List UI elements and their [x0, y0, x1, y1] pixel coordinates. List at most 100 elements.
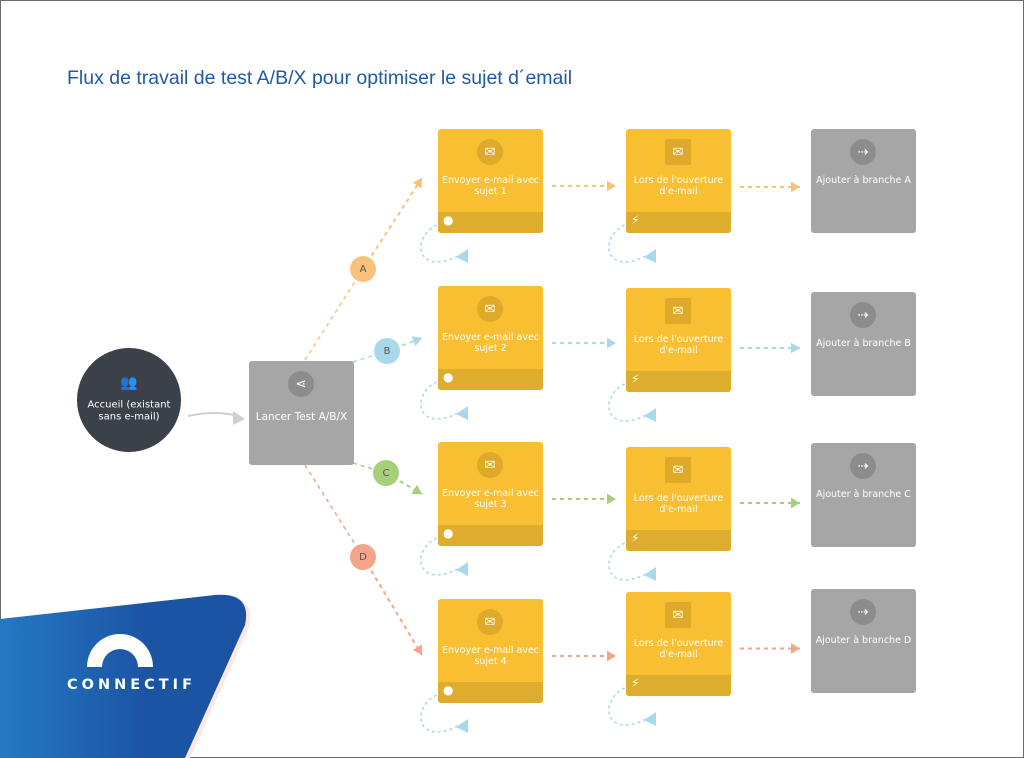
badge-to-send-link-A [362, 177, 423, 270]
badge-to-send-link-D [362, 556, 423, 656]
add-to-branch-card-B-label: Ajouter à branche B [816, 338, 911, 349]
loop-arrowhead [456, 719, 468, 733]
start-node-accueil[interactable]: 👥 Accueil (existant sans e-mail) [77, 348, 181, 452]
on-open-card-B[interactable]: ✉ Lors de l'ouverture d'e-mail ⚡ [626, 288, 731, 392]
branch-badge-C: C [373, 460, 399, 486]
loop-arrowhead [456, 249, 468, 263]
add-to-branch-card-D[interactable]: ⇢ Ajouter à branche D [811, 589, 916, 693]
card-footer: ⚡ [626, 675, 731, 696]
send-email-card-B[interactable]: ✉ Envoyer e-mail avec sujet 2 ● [438, 286, 543, 390]
loop-arrowhead [456, 406, 468, 420]
loop-link [420, 220, 459, 263]
send-email-card-C-label: Envoyer e-mail avec sujet 3 [442, 488, 540, 510]
split-to-badge-link-B [352, 350, 388, 363]
send-email-card-A[interactable]: ✉ Envoyer e-mail avec sujet 1 ● [438, 129, 543, 233]
envelope-icon: ✉ [477, 609, 503, 635]
on-open-card-A[interactable]: ✉ Lors de l'ouverture d'e-mail ⚡ [626, 129, 731, 233]
split-node-lancer-test[interactable]: ⋖ Lancer Test A/B/X [249, 361, 354, 465]
loop-arrowhead [644, 249, 656, 263]
open-envelope-icon: ✉ [665, 139, 691, 165]
badge-to-send-link-A-head [412, 178, 422, 189]
card-footer: ● [438, 369, 543, 390]
on-open-card-C-label: Lors de l'ouverture d'e-mail [633, 493, 724, 515]
add-user-icon: 👥 [120, 375, 138, 391]
send-to-open-link-A-head [607, 180, 616, 192]
branch-add-icon: ⇢ [850, 139, 876, 165]
loop-link [420, 533, 459, 576]
add-to-branch-card-A[interactable]: ⇢ Ajouter à branche A [811, 129, 916, 233]
branch-add-icon: ⇢ [850, 453, 876, 479]
on-open-card-A-label: Lors de l'ouverture d'e-mail [633, 175, 724, 197]
branch-add-icon: ⇢ [850, 599, 876, 625]
user-icon: ● [443, 213, 454, 227]
branch-badge-A: A [350, 256, 376, 282]
send-email-card-C[interactable]: ✉ Envoyer e-mail avec sujet 3 ● [438, 442, 543, 546]
start-to-split-link [187, 412, 239, 417]
card-footer: ● [438, 525, 543, 546]
user-icon: ● [443, 370, 454, 384]
card-footer: ⚡ [626, 530, 731, 551]
open-to-add-link-A-head [791, 181, 800, 193]
loop-link [608, 220, 647, 263]
loop-arrowhead [644, 408, 656, 422]
split-to-badge-link-D [304, 464, 364, 558]
send-to-open-link-B-head [607, 337, 616, 349]
loop-link [608, 379, 647, 422]
flash-off-icon: ⚡ [631, 531, 640, 545]
send-email-card-B-label: Envoyer e-mail avec sujet 2 [442, 332, 540, 354]
badge-to-send-link-D-head [412, 644, 422, 655]
add-to-branch-card-B[interactable]: ⇢ Ajouter à branche B [811, 292, 916, 396]
start-node-label: Accueil (existant sans e-mail) [87, 399, 171, 423]
loop-link [420, 690, 459, 733]
card-footer: ● [438, 682, 543, 703]
envelope-icon: ✉ [477, 139, 503, 165]
open-to-add-link-D-head [791, 643, 800, 654]
loop-link [608, 683, 647, 726]
envelope-icon: ✉ [477, 296, 503, 322]
branch-badge-B: B [374, 338, 400, 364]
open-to-add-link-C-head [791, 497, 800, 509]
open-envelope-icon: ✉ [665, 602, 691, 628]
open-to-add-link-B-head [791, 342, 800, 354]
user-icon: ● [443, 526, 454, 540]
split-to-badge-link-C [352, 462, 387, 474]
badge-to-send-link-B-head [411, 336, 422, 347]
card-footer: ⚡ [626, 212, 731, 233]
open-envelope-icon: ✉ [665, 298, 691, 324]
on-open-card-B-label: Lors de l'ouverture d'e-mail [633, 334, 724, 356]
logo-text: CONNECTIF [67, 677, 196, 693]
card-footer: ⚡ [626, 371, 731, 392]
add-to-branch-card-D-label: Ajouter à branche D [815, 635, 912, 646]
loop-arrowhead [644, 567, 656, 581]
send-to-open-link-C-head [607, 493, 616, 505]
loop-arrowhead [456, 562, 468, 576]
page-title: Flux de travail de test A/B/X pour optim… [67, 67, 573, 89]
user-icon: ● [443, 683, 454, 697]
send-to-open-link-D-head [607, 650, 616, 662]
flash-off-icon: ⚡ [631, 676, 640, 690]
share-split-icon: ⋖ [288, 371, 314, 397]
on-open-card-D-label: Lors de l'ouverture d'e-mail [633, 638, 724, 660]
split-node-label: Lancer Test A/B/X [255, 411, 348, 423]
loop-link [608, 538, 647, 581]
on-open-card-C[interactable]: ✉ Lors de l'ouverture d'e-mail ⚡ [626, 447, 731, 551]
badge-to-send-link-C-head [411, 484, 422, 495]
send-email-card-D[interactable]: ✉ Envoyer e-mail avec sujet 4 ● [438, 599, 543, 703]
flash-off-icon: ⚡ [631, 372, 640, 386]
card-footer: ● [438, 212, 543, 233]
branch-add-icon: ⇢ [850, 302, 876, 328]
send-email-card-A-label: Envoyer e-mail avec sujet 1 [442, 175, 540, 197]
envelope-icon: ✉ [477, 452, 503, 478]
add-to-branch-card-C-label: Ajouter à branche C [816, 489, 911, 500]
open-envelope-icon: ✉ [665, 457, 691, 483]
loop-link [420, 377, 459, 420]
start-to-split-arrowhead [233, 411, 245, 425]
add-to-branch-card-C[interactable]: ⇢ Ajouter à branche C [811, 443, 916, 547]
on-open-card-D[interactable]: ✉ Lors de l'ouverture d'e-mail ⚡ [626, 592, 731, 696]
send-email-card-D-label: Envoyer e-mail avec sujet 4 [442, 645, 540, 667]
add-to-branch-card-A-label: Ajouter à branche A [816, 175, 911, 186]
branch-badge-D: D [350, 544, 376, 570]
flash-off-icon: ⚡ [631, 213, 640, 227]
split-to-badge-link-A [304, 268, 364, 361]
